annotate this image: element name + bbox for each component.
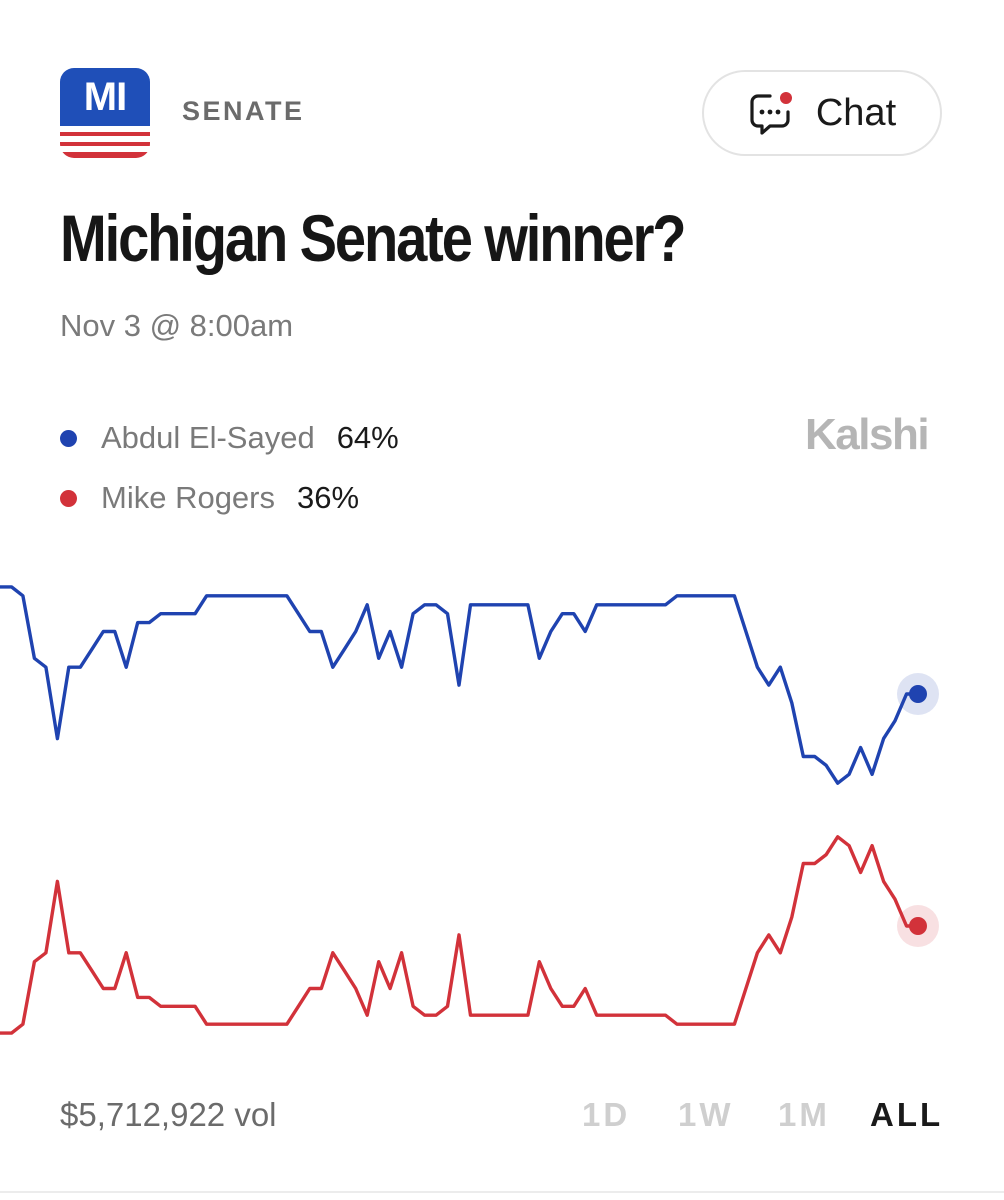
chat-bubble-icon xyxy=(748,90,796,136)
legend-percent: 64% xyxy=(336,420,399,455)
series-end-point xyxy=(909,917,927,935)
flag-stripe xyxy=(60,132,150,136)
state-abbrev: MI xyxy=(60,68,150,126)
range-tab-1d[interactable]: 1D xyxy=(582,1096,631,1133)
price-chart[interactable] xyxy=(0,540,1004,1080)
market-date: Nov 3 @ 8:00am xyxy=(60,308,294,343)
legend-item-rogers: Mike Rogers 36% xyxy=(60,480,359,516)
volume-label: $5,712,922 vol xyxy=(60,1096,277,1133)
range-tab-all[interactable]: ALL xyxy=(870,1096,944,1133)
legend-item-el-sayed: Abdul El-Sayed 64% xyxy=(60,420,399,456)
legend-name: Abdul El-Sayed xyxy=(101,420,315,455)
chat-button[interactable]: Chat xyxy=(702,70,942,156)
range-tab-1m[interactable]: 1M xyxy=(778,1096,830,1133)
kalshi-logo: Kalshi xyxy=(805,410,930,459)
series-line-rogers xyxy=(0,835,918,1035)
legend-dot-blue xyxy=(60,429,77,447)
series-end-point xyxy=(909,685,927,703)
range-tabs: 1D 1W 1M ALL xyxy=(560,1096,942,1136)
market-title: Michigan Senate winner? xyxy=(60,201,687,275)
divider xyxy=(0,1191,1004,1193)
chat-button-label: Chat xyxy=(815,91,897,134)
legend-percent: 36% xyxy=(297,480,360,515)
category-label: SENATE xyxy=(182,96,305,126)
range-tab-1w[interactable]: 1W xyxy=(678,1096,734,1133)
state-badge-mi: MI xyxy=(60,68,150,158)
flag-stripe xyxy=(60,142,150,146)
legend-dot-red xyxy=(60,489,77,507)
series-line-el-sayed xyxy=(0,585,918,785)
flag-stripe xyxy=(60,152,150,158)
legend-name: Mike Rogers xyxy=(101,480,275,515)
